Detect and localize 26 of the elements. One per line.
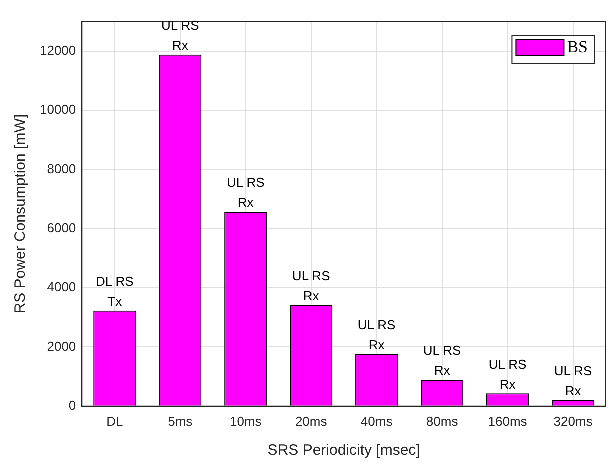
annotation: UL RS Rx: [488, 356, 528, 392]
annotation: UL RS Rx: [423, 343, 462, 378]
y-axis-title: RS Power Consumption [mW]: [12, 114, 30, 314]
y-tick-label: 10000: [40, 102, 76, 118]
x-tick-label: 5ms: [168, 414, 194, 429]
annotation: UL RS Rx: [554, 364, 592, 399]
annotation: UL RS Rx: [226, 175, 266, 210]
annotation: UL RS Rx: [292, 268, 331, 304]
x-axis-title: SRS Periodicity [msec]: [268, 442, 420, 460]
x-tick-label: 10ms: [230, 414, 262, 429]
x-tick-label: DL: [106, 414, 124, 429]
x-tick-label: 160ms: [488, 414, 528, 429]
y-tick-label: 4000: [47, 280, 76, 295]
x-tick-label: 40ms: [360, 414, 394, 429]
y-tick-label: 0: [68, 398, 76, 413]
x-tick-label: 320ms: [554, 414, 594, 429]
x-tick-label: 80ms: [426, 414, 459, 429]
y-tick-label: 8000: [47, 161, 76, 176]
annotation: UL RS Rx: [358, 317, 396, 352]
annotation: UL RS Rx: [161, 18, 200, 54]
y-tick-label: 6000: [47, 220, 76, 236]
y-tick-label: 12000: [40, 42, 76, 58]
y-tick-label: 2000: [47, 338, 76, 354]
legend-label: BS: [567, 37, 588, 56]
annotation: DL RS Tx: [96, 274, 134, 309]
x-tick-label: 20ms: [295, 414, 328, 429]
